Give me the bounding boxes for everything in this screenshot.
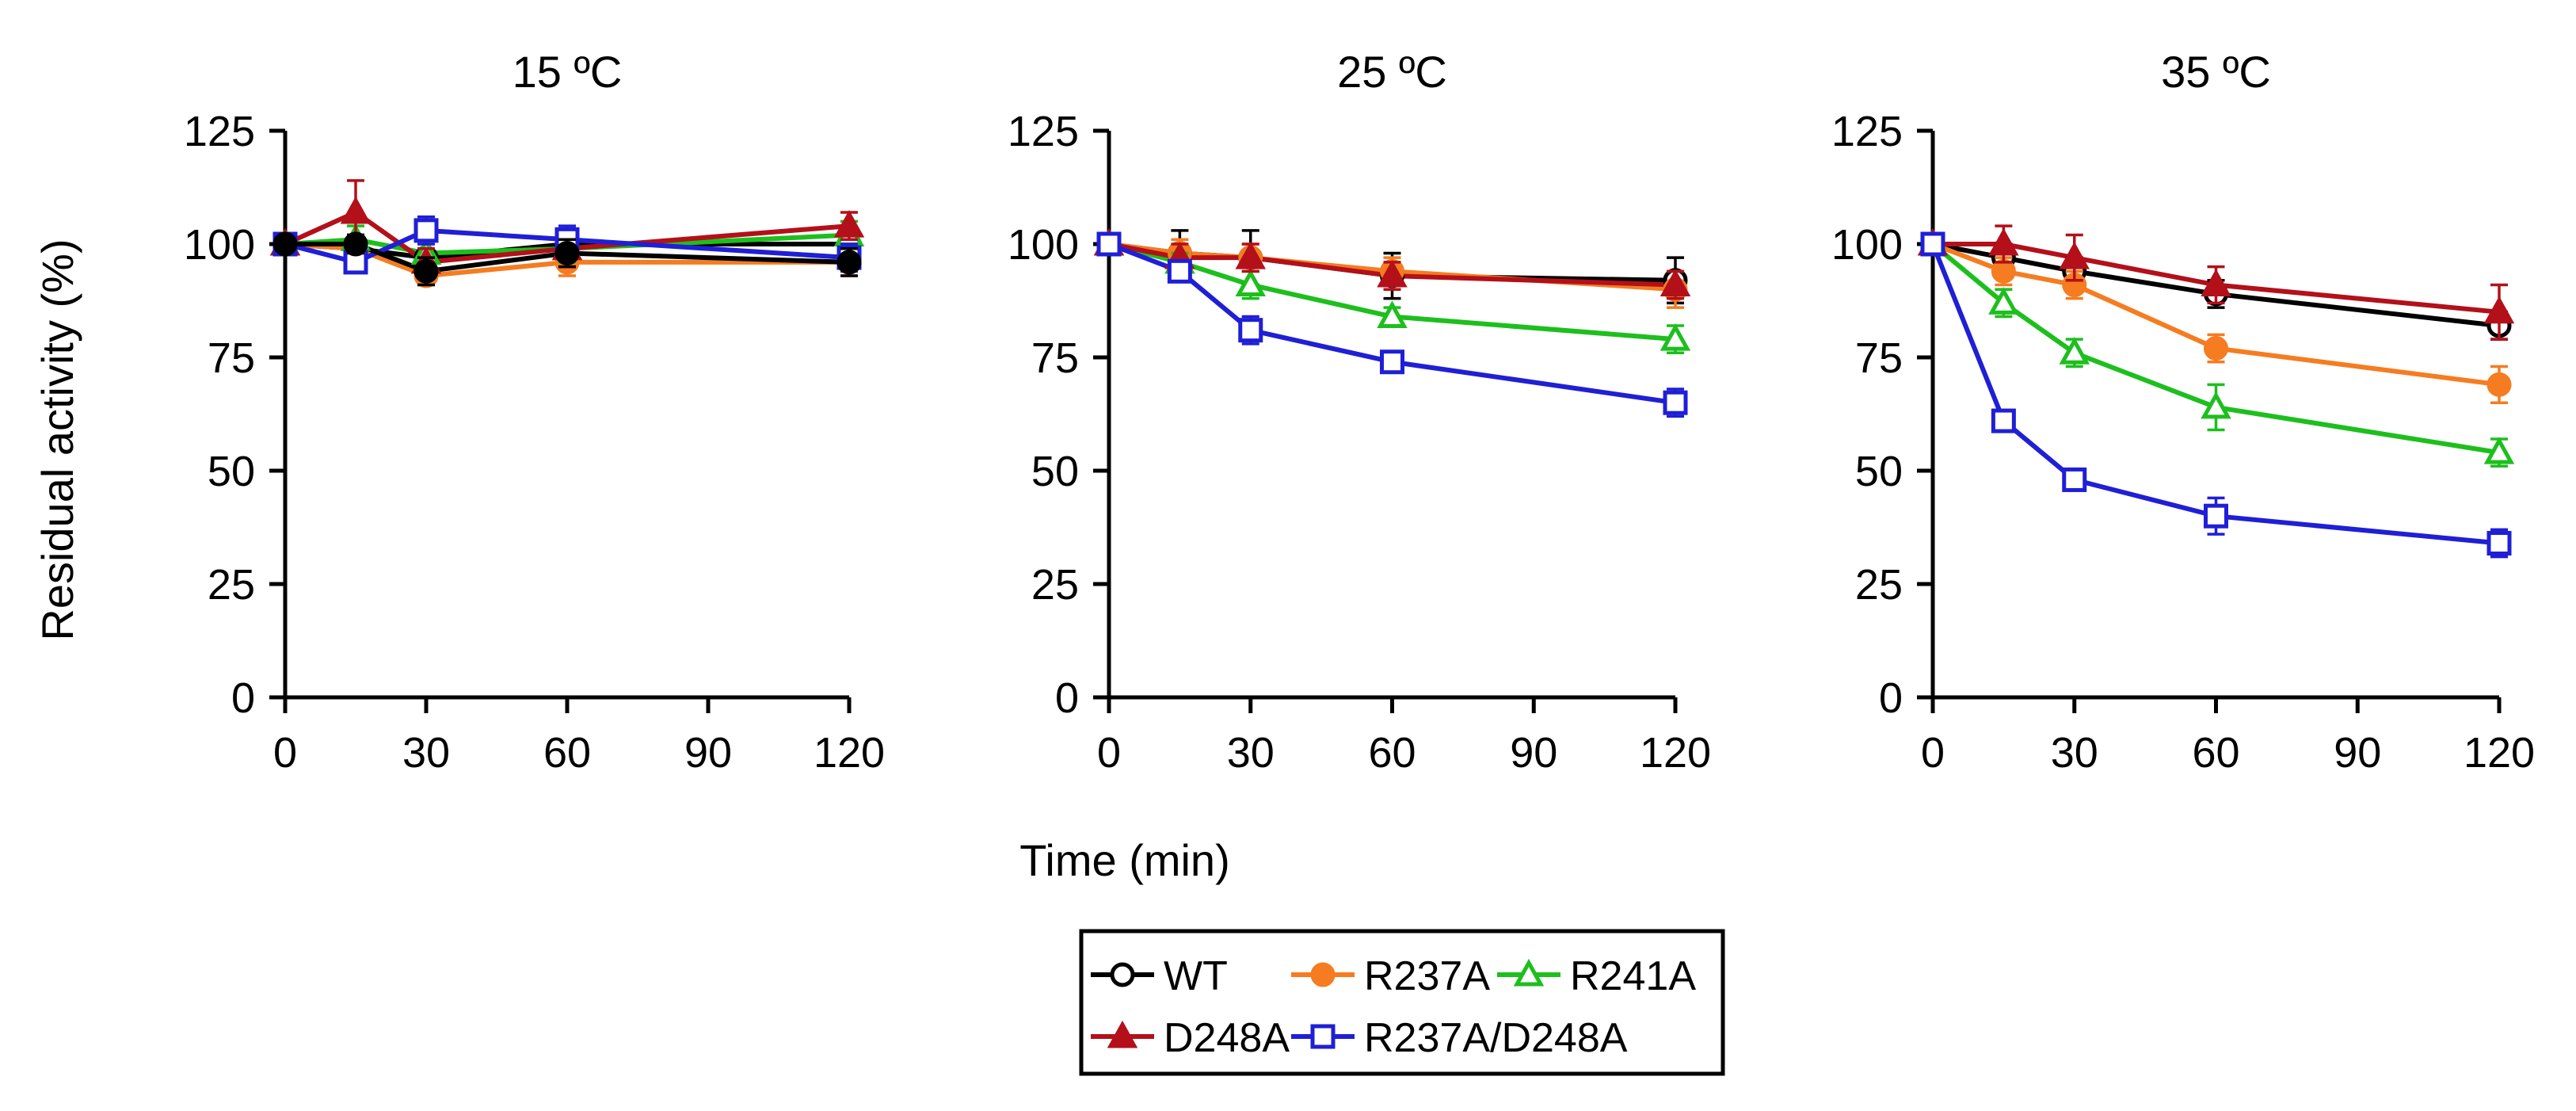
- legend-item-r241a: R241A: [1497, 953, 1696, 999]
- legend-label: R237A/D248A: [1364, 1015, 1628, 1061]
- legend-label: R241A: [1570, 953, 1696, 999]
- data-point-r241a: [2201, 391, 2231, 419]
- y-axis-label: Residual activity (%): [32, 239, 82, 640]
- legend-marker: [1513, 958, 1545, 987]
- y-tick-label: 75: [208, 334, 255, 382]
- chart-panel-1: 15 ºC 0 25 50 75 100 125 0 30 60 90 120: [184, 47, 885, 777]
- x-tick-label: 60: [2192, 729, 2239, 777]
- data-point-wt-filled: [836, 250, 862, 275]
- legend-label: D248A: [1164, 1015, 1290, 1061]
- x-tick-label: 90: [2334, 729, 2381, 777]
- data-point-r237a-d248a: [2486, 531, 2512, 556]
- panel-title: 25 ºC: [1337, 47, 1447, 97]
- data-point-r237a: [2486, 372, 2512, 397]
- x-tick-label: 60: [543, 729, 591, 777]
- y-tick-label: 0: [1055, 674, 1079, 722]
- legend-label: WT: [1164, 953, 1228, 999]
- x-tick-label: 30: [1227, 729, 1275, 777]
- x-tick-label: 30: [2051, 729, 2098, 777]
- legend-marker: [1310, 962, 1336, 987]
- y-tick-label: 50: [1031, 448, 1079, 495]
- data-point-r241a: [2059, 337, 2090, 365]
- data-point-r241a: [1660, 323, 1691, 351]
- legend-label: R237A: [1364, 953, 1490, 999]
- data-point-r237a-d248a: [413, 218, 439, 243]
- data-point-r237a-d248a: [1096, 231, 1122, 257]
- y-tick-label: 50: [208, 448, 255, 495]
- y-tick-label: 125: [1008, 108, 1079, 155]
- y-tick-label: 100: [1831, 221, 1903, 269]
- legend-item-wt: WT: [1091, 953, 1228, 999]
- y-tick-label: 125: [184, 108, 255, 155]
- legend-marker: [1110, 962, 1135, 987]
- data-point-d248a: [1377, 259, 1408, 288]
- data-point-r237a-d248a: [1991, 408, 2016, 433]
- data-point-r241a: [1377, 300, 1408, 329]
- y-tick-label: 125: [1831, 108, 1903, 155]
- x-tick-label: 120: [2464, 729, 2535, 777]
- data-point-d248a: [1235, 242, 1266, 269]
- data-point-d248a: [833, 209, 865, 238]
- data-point-r241a: [2483, 436, 2515, 464]
- data-point-r237a-d248a: [1238, 318, 1263, 343]
- panel-title: 15 ºC: [513, 47, 623, 97]
- legend-item-r237a: R237A: [1291, 953, 1490, 999]
- panel-title: 35 ºC: [2161, 47, 2271, 97]
- y-tick-label: 25: [1855, 561, 1903, 609]
- data-point-r237a: [1991, 258, 2016, 284]
- data-point-wt-filled: [343, 231, 368, 257]
- x-tick-label: 60: [1368, 729, 1416, 777]
- data-point-d248a: [2059, 242, 2090, 269]
- data-point-r237a-d248a: [1920, 231, 1945, 257]
- y-tick-label: 25: [1031, 561, 1079, 609]
- data-point-wt-filled: [554, 240, 580, 265]
- data-point-r241a: [1988, 287, 2019, 315]
- x-tick-label: 30: [402, 729, 450, 777]
- y-tick-label: 100: [1008, 221, 1079, 269]
- legend-marker: [1310, 1024, 1336, 1049]
- y-tick-label: 75: [1855, 334, 1903, 382]
- data-point-d248a: [1988, 227, 2019, 256]
- data-point-r241a: [1235, 269, 1266, 296]
- data-point-wt-filled: [272, 231, 298, 257]
- y-tick-label: 100: [184, 221, 255, 269]
- data-point-wt-filled: [413, 258, 439, 284]
- x-tick-label: 0: [1921, 729, 1945, 777]
- data-point-r237a-d248a: [2062, 467, 2087, 492]
- x-axis-label: Time (min): [1019, 835, 1229, 885]
- y-tick-label: 0: [1879, 674, 1903, 722]
- data-point-r237a-d248a: [1663, 390, 1688, 415]
- x-tick-label: 120: [814, 729, 885, 777]
- y-tick-label: 75: [1031, 334, 1079, 382]
- data-point-r237a-d248a: [1380, 349, 1404, 375]
- x-tick-label: 0: [273, 729, 297, 777]
- x-tick-label: 90: [1510, 729, 1557, 777]
- x-tick-label: 0: [1097, 729, 1121, 777]
- data-point-d248a: [1660, 269, 1691, 296]
- y-tick-label: 50: [1855, 448, 1903, 495]
- data-point-d248a: [2201, 269, 2231, 296]
- legend-item-d248a: D248A: [1091, 1015, 1290, 1061]
- y-tick-label: 25: [208, 561, 255, 609]
- chart-panel-3: 35 ºC 0 25 50 75 100 125 0 30 60 90 120: [1831, 47, 2535, 777]
- data-point-r237a: [2204, 336, 2228, 361]
- data-point-d248a: [2483, 296, 2515, 324]
- data-point-r237a-d248a: [2204, 503, 2228, 529]
- y-tick-label: 0: [231, 674, 255, 722]
- chart-panel-2: 25 ºC 0 25 50 75 100 125 0 30 60 90 120: [1008, 47, 1711, 777]
- legend-box: [1079, 929, 1725, 1076]
- x-tick-label: 90: [684, 729, 732, 777]
- data-point-r237a-d248a: [1167, 258, 1192, 284]
- x-tick-label: 120: [1640, 729, 1711, 777]
- data-point-d248a: [340, 196, 372, 224]
- legend-item-r237a-d248a: R237A/D248A: [1291, 1015, 1628, 1061]
- legend-marker: [1107, 1020, 1138, 1048]
- legend: WT R237A R241A D248A R237A/D248A: [1079, 929, 1725, 1076]
